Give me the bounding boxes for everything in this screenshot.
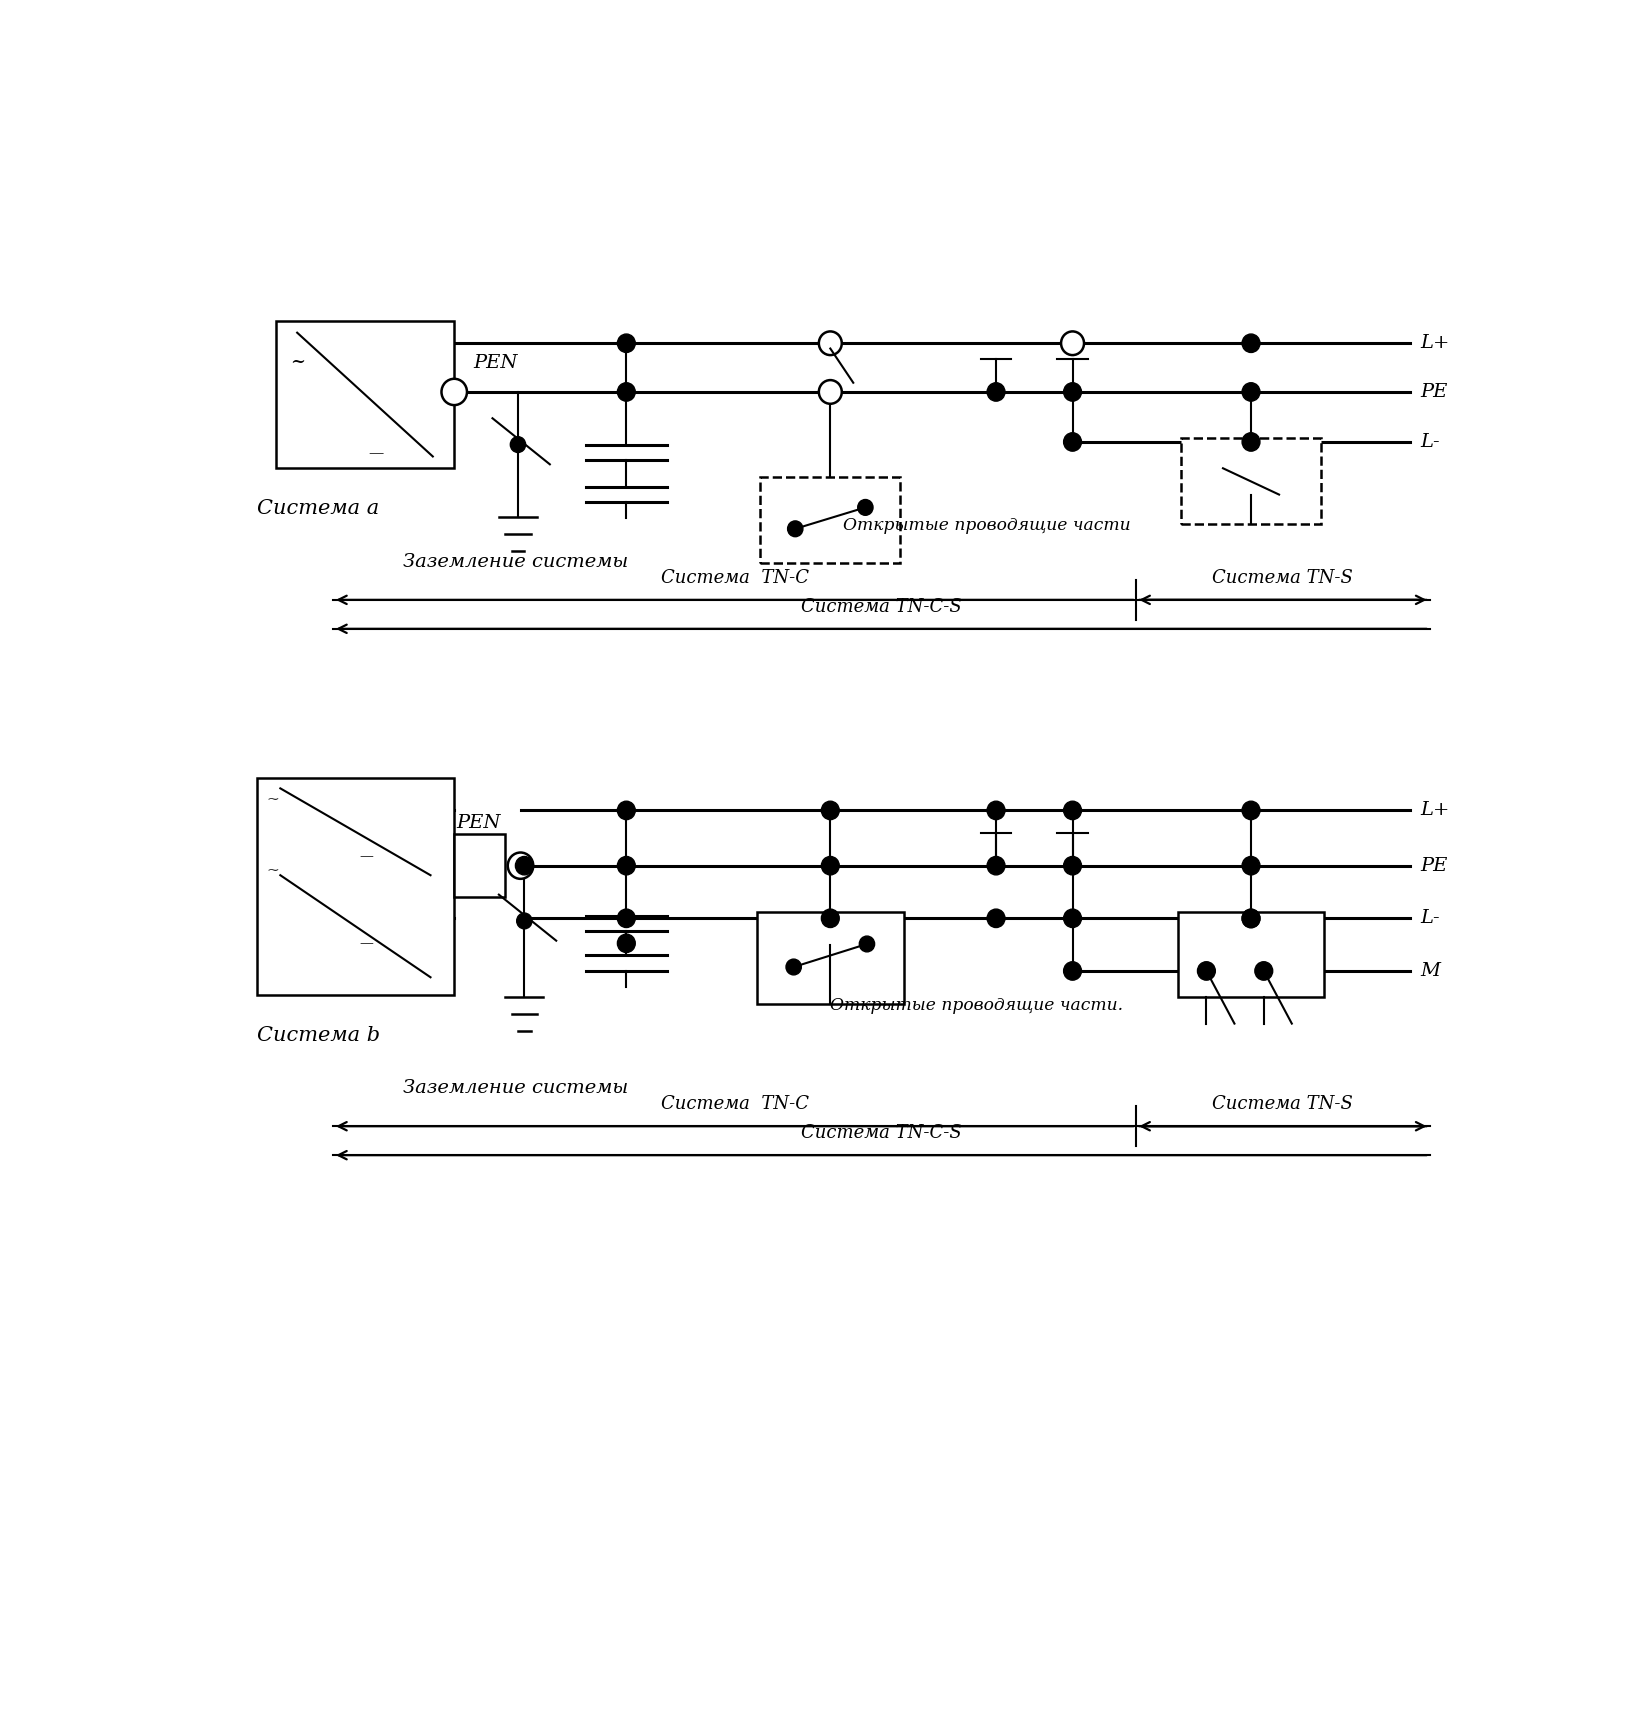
Text: —: — xyxy=(359,937,373,950)
Circle shape xyxy=(859,501,872,514)
Text: L-: L- xyxy=(1421,909,1441,928)
Circle shape xyxy=(1242,802,1260,820)
Circle shape xyxy=(819,332,842,355)
Text: Система TN-S: Система TN-S xyxy=(1212,569,1354,586)
Circle shape xyxy=(1242,432,1260,451)
Circle shape xyxy=(987,909,1005,928)
Circle shape xyxy=(786,959,801,974)
Circle shape xyxy=(1061,332,1084,355)
Circle shape xyxy=(821,909,839,928)
Circle shape xyxy=(515,856,533,875)
Text: Система  TN-C: Система TN-C xyxy=(661,569,809,586)
Circle shape xyxy=(617,909,635,928)
Text: PEN: PEN xyxy=(457,813,502,832)
Bar xyxy=(454,834,505,897)
Circle shape xyxy=(821,802,839,820)
Text: M: M xyxy=(1421,962,1441,979)
Circle shape xyxy=(517,913,531,928)
Circle shape xyxy=(508,853,533,878)
Circle shape xyxy=(617,333,635,352)
Text: ~: ~ xyxy=(290,354,304,371)
Circle shape xyxy=(1242,909,1260,928)
Text: Система TN-S: Система TN-S xyxy=(1212,1095,1354,1113)
Circle shape xyxy=(987,802,1005,820)
Text: Система а: Система а xyxy=(257,499,378,518)
Circle shape xyxy=(1198,962,1216,981)
Circle shape xyxy=(987,383,1005,402)
Bar xyxy=(1178,911,1324,998)
Circle shape xyxy=(617,856,635,875)
Text: ~: ~ xyxy=(266,793,280,807)
Circle shape xyxy=(617,802,635,820)
Text: L+: L+ xyxy=(1421,335,1449,352)
Text: —: — xyxy=(359,849,373,863)
Bar xyxy=(257,778,454,995)
Circle shape xyxy=(1242,333,1260,352)
Text: Открытые проводящие части.: Открытые проводящие части. xyxy=(831,998,1124,1015)
Text: Открытые проводящие части: Открытые проводящие части xyxy=(844,518,1130,535)
Circle shape xyxy=(1064,802,1081,820)
Circle shape xyxy=(1064,962,1081,981)
Text: L-: L- xyxy=(1421,432,1441,451)
Circle shape xyxy=(859,937,875,952)
Circle shape xyxy=(617,383,635,402)
Circle shape xyxy=(1064,432,1081,451)
Circle shape xyxy=(821,856,839,875)
Text: L+: L+ xyxy=(1421,802,1449,819)
Circle shape xyxy=(987,856,1005,875)
Circle shape xyxy=(1064,333,1081,352)
Text: Система  TN-C: Система TN-C xyxy=(661,1095,809,1113)
Text: Система TN-C-S: Система TN-C-S xyxy=(801,1125,962,1142)
Bar xyxy=(757,911,903,1003)
Text: ~: ~ xyxy=(266,865,280,878)
Text: Система b: Система b xyxy=(257,1025,380,1044)
Text: PE: PE xyxy=(1421,383,1448,402)
Bar xyxy=(1181,438,1321,523)
Text: Заземление системы: Заземление системы xyxy=(403,554,628,571)
Circle shape xyxy=(788,521,803,537)
Circle shape xyxy=(1064,909,1081,928)
Circle shape xyxy=(510,438,526,453)
Text: PE: PE xyxy=(1421,856,1448,875)
Circle shape xyxy=(617,935,635,952)
Circle shape xyxy=(1242,856,1260,875)
Circle shape xyxy=(1244,434,1258,449)
Bar xyxy=(760,477,900,562)
Circle shape xyxy=(790,523,801,535)
Circle shape xyxy=(1242,383,1260,402)
Text: —: — xyxy=(368,446,383,460)
Text: Заземление системы: Заземление системы xyxy=(403,1080,628,1097)
Circle shape xyxy=(1064,856,1081,875)
Text: PEN: PEN xyxy=(474,354,518,373)
Circle shape xyxy=(1064,383,1081,402)
Bar xyxy=(276,321,454,468)
Circle shape xyxy=(819,379,842,403)
Circle shape xyxy=(441,379,467,405)
Circle shape xyxy=(857,499,873,516)
Circle shape xyxy=(1255,962,1273,981)
Circle shape xyxy=(1242,909,1260,928)
Text: Система TN-C-S: Система TN-C-S xyxy=(801,598,962,615)
